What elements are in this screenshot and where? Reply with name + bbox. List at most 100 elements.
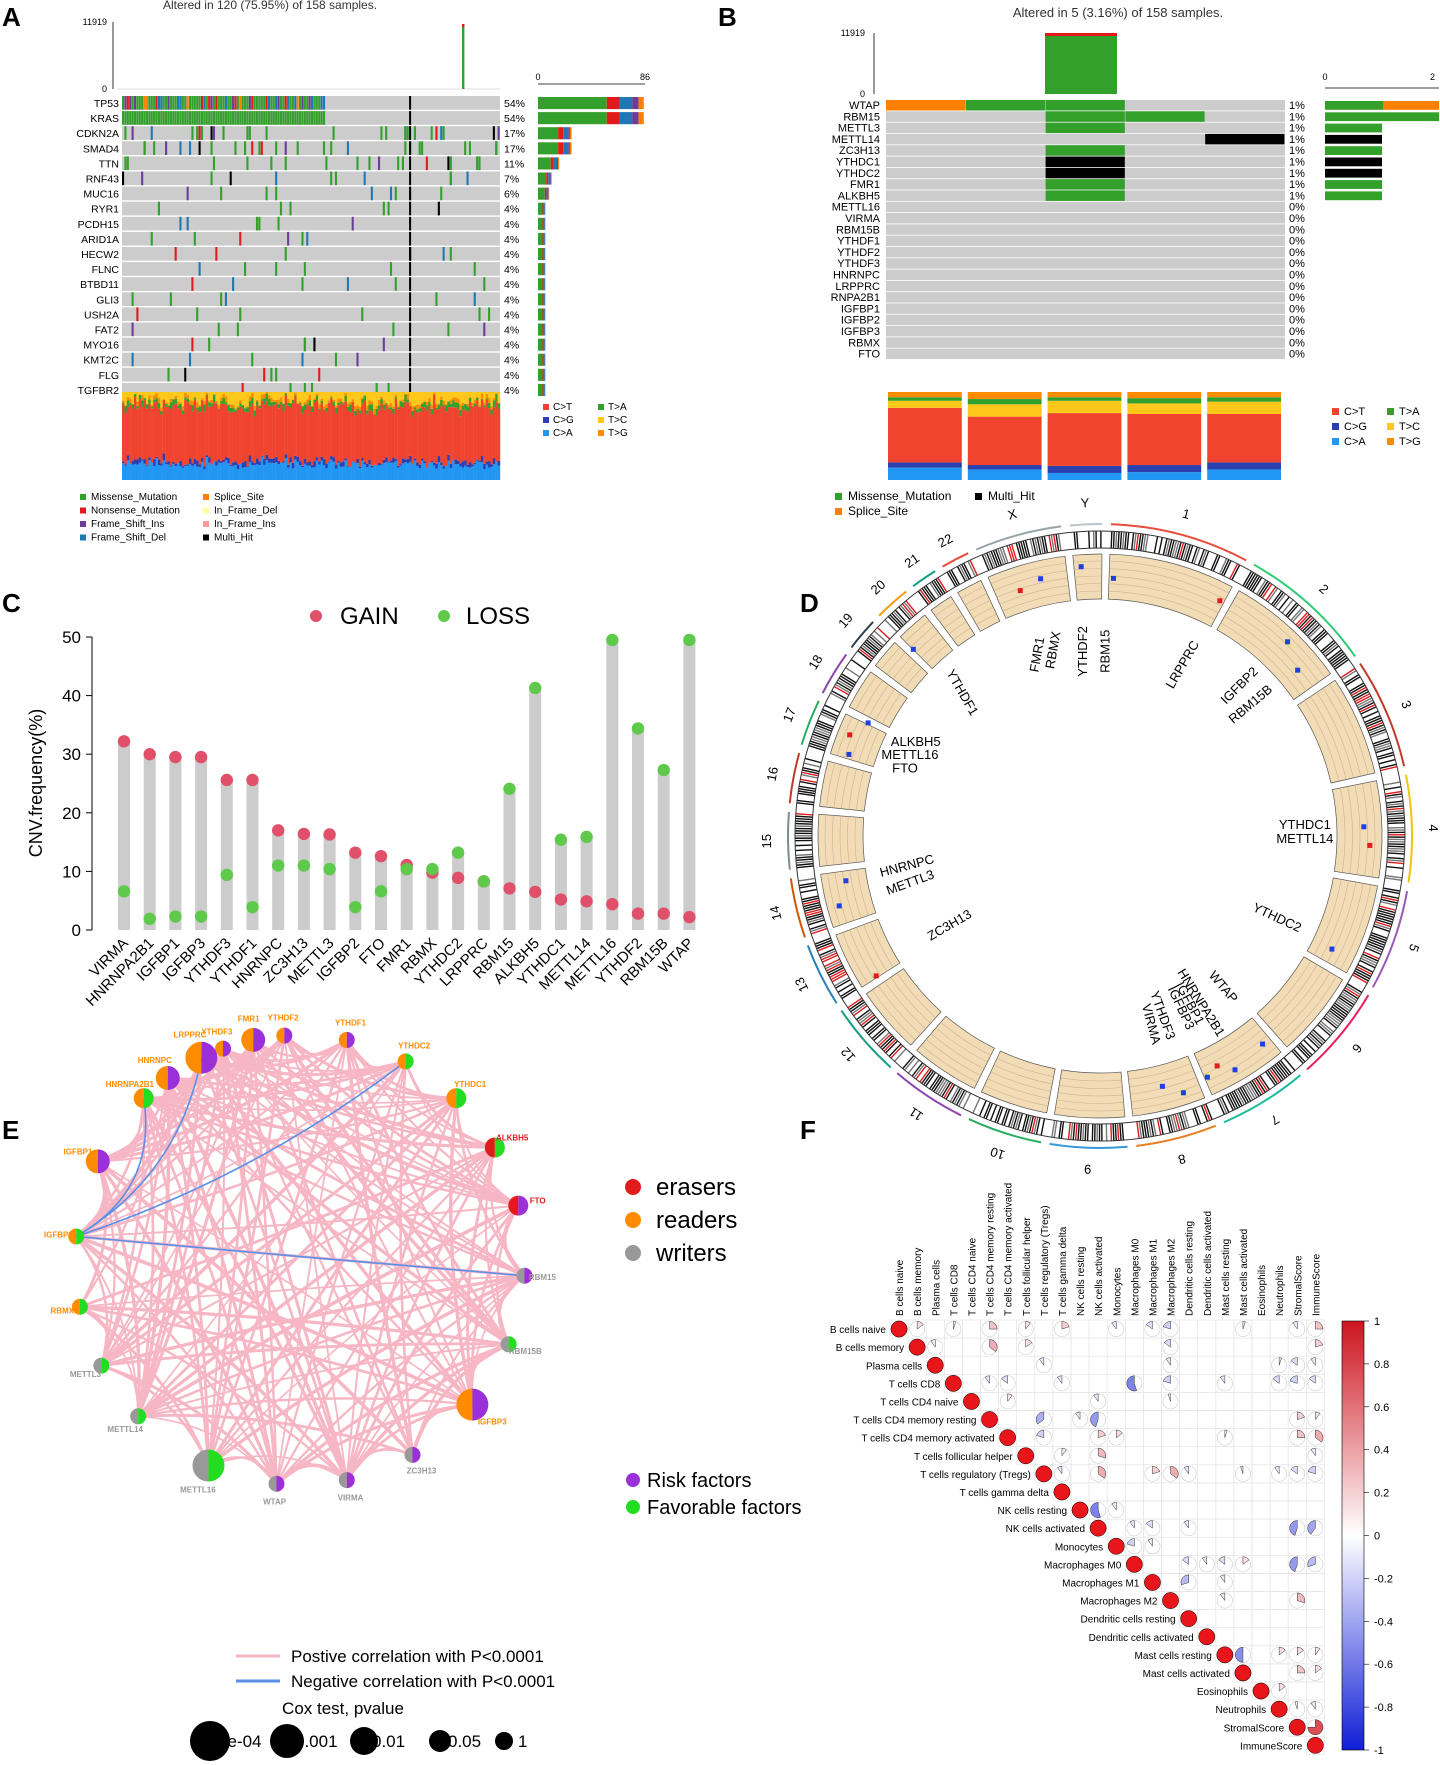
- ideogram-band: [1344, 674, 1360, 685]
- legend-gain-dot: [310, 610, 322, 622]
- gene-percentage: 4%: [504, 309, 519, 321]
- gene-side-bar-segment: [569, 127, 572, 140]
- gain-point: [657, 907, 670, 920]
- titv-segment: [131, 392, 135, 404]
- titv-segment: [131, 404, 135, 409]
- titv-segment: [368, 410, 372, 460]
- correlation-pie: [1129, 1520, 1135, 1529]
- ideogram-band: [1295, 612, 1309, 626]
- node-role-half: [268, 1475, 277, 1492]
- gene-label: HECW2: [81, 249, 119, 261]
- node-factor-half: [143, 1088, 154, 1109]
- mutation-cell: [313, 111, 316, 125]
- titv-segment: [315, 460, 319, 480]
- titv-segment: [373, 414, 376, 465]
- titv-segment: [203, 404, 206, 412]
- gene-label: FTO: [892, 761, 918, 776]
- node-label: METTL16: [180, 1485, 216, 1494]
- positive-edge: [97, 1038, 348, 1163]
- ideogram-band: [1381, 896, 1399, 902]
- matrix-cell: [1179, 1446, 1198, 1466]
- mutation-cell: [483, 277, 486, 291]
- mutation-cell: [124, 126, 127, 140]
- titv-segment: [435, 468, 438, 480]
- ideogram-band: [1336, 998, 1352, 1010]
- node-label: IGFBP1: [64, 1148, 93, 1157]
- titv-segment: [311, 411, 314, 466]
- positive-edge: [79, 1146, 496, 1309]
- cnv-marker: [910, 646, 916, 652]
- titv-segment: [363, 461, 367, 465]
- matrix-cell: [1125, 1428, 1144, 1447]
- titv-segment: [208, 406, 211, 458]
- loss-point: [272, 859, 285, 872]
- ideogram-band: [803, 904, 821, 910]
- ideogram-band: [1387, 847, 1405, 850]
- ideogram-band: [873, 630, 888, 643]
- track-gridline: [921, 637, 944, 658]
- mutation-cell: [322, 141, 326, 155]
- positive-edge: [346, 1275, 525, 1481]
- ideogram-band: [941, 1081, 952, 1098]
- ideogram-band: [1121, 531, 1125, 549]
- titv-segment: [492, 458, 496, 465]
- ideogram-band: [795, 820, 813, 823]
- ideogram-band: [1339, 994, 1355, 1006]
- tmb-bar-top: [1045, 33, 1117, 36]
- titv-segment: [148, 403, 151, 458]
- titv-segment: [162, 399, 166, 454]
- ideogram-band: [946, 571, 957, 588]
- ideogram-band: [1380, 900, 1398, 907]
- gene-label: WTAP: [1206, 968, 1241, 1006]
- titv-segment: [428, 402, 431, 407]
- gene-percentage: 0%: [1289, 292, 1305, 304]
- correlation-pie: [1307, 1465, 1316, 1475]
- titv-segment: [337, 402, 340, 406]
- titv-segment: [177, 392, 180, 402]
- titv-segment: [232, 392, 235, 405]
- titv-segment: [334, 392, 338, 406]
- ideogram-band: [1022, 540, 1029, 558]
- mutation-cell: [313, 96, 316, 110]
- titv-segment: [473, 392, 477, 400]
- ideogram-band: [804, 757, 822, 764]
- gene-side-bar: [1325, 134, 1382, 144]
- matrix-cell: [1251, 1319, 1271, 1339]
- track-gridline: [1200, 1029, 1263, 1069]
- track-gridline: [856, 927, 881, 976]
- ideogram-band: [1286, 604, 1300, 618]
- ideogram-band: [1267, 587, 1279, 603]
- titv-segment: [392, 413, 395, 458]
- mutation-cell: [265, 111, 268, 125]
- titv-segment: [332, 392, 336, 400]
- titv-segment: [1127, 472, 1202, 480]
- positive-edge: [143, 1096, 519, 1207]
- titv-segment: [332, 401, 336, 407]
- matrix-cell: [1070, 1374, 1090, 1393]
- mutation-cell: [370, 186, 373, 201]
- titv-segment: [217, 409, 221, 460]
- titv-segment: [428, 406, 431, 464]
- ideogram-band: [1140, 533, 1144, 552]
- positive-edge: [251, 1038, 510, 1346]
- diagonal-pie: [1180, 1610, 1198, 1628]
- ideogram-band: [1194, 1107, 1202, 1125]
- mutation-cell: [131, 96, 134, 110]
- titv-segment: [418, 467, 422, 480]
- titv-segment: [385, 457, 388, 463]
- titv-segment: [368, 459, 372, 465]
- ideogram-band: [1385, 793, 1403, 797]
- titv-segment: [411, 464, 415, 465]
- track-gridline: [935, 602, 955, 617]
- titv-segment: [401, 392, 405, 400]
- titv-segment: [200, 398, 204, 400]
- ideogram-band: [894, 609, 908, 624]
- ideogram-band: [798, 790, 816, 795]
- titv-segment: [186, 464, 190, 466]
- track-gridline: [1108, 583, 1219, 614]
- gene-percentage: 0%: [1289, 213, 1305, 225]
- matrix-cell: [1088, 1482, 1108, 1502]
- mutation-cell: [179, 216, 182, 231]
- matrix-cell: [1179, 1355, 1198, 1375]
